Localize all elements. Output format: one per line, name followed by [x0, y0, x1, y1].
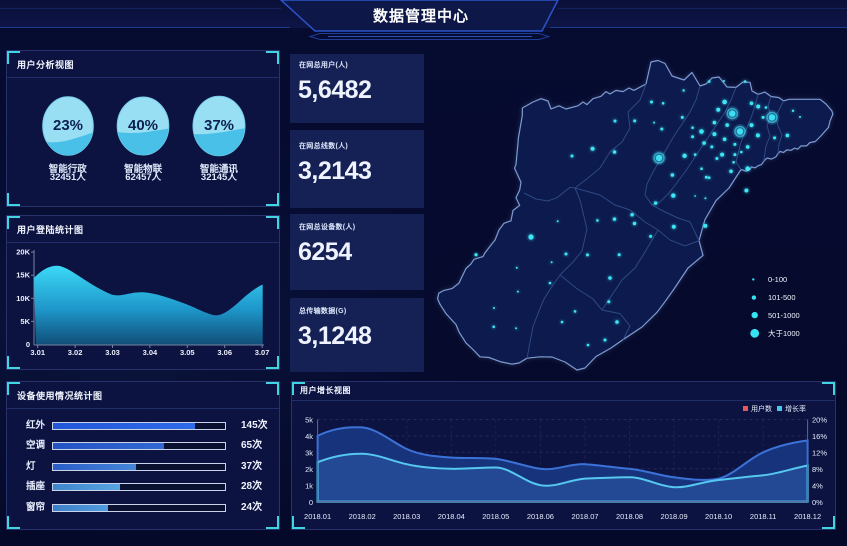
svg-text:37%: 37%: [204, 117, 234, 134]
svg-text:2018.05: 2018.05: [482, 512, 509, 521]
svg-text:4%: 4%: [812, 482, 823, 491]
svg-text:3.03: 3.03: [105, 348, 120, 357]
svg-text:2018.04: 2018.04: [438, 512, 465, 521]
svg-text:0%: 0%: [812, 498, 823, 507]
svg-text:2k: 2k: [305, 465, 313, 474]
svg-text:3.04: 3.04: [143, 348, 158, 357]
svg-text:2018.09: 2018.09: [661, 512, 688, 521]
svg-text:10K: 10K: [16, 294, 30, 303]
svg-text:2018.08: 2018.08: [616, 512, 643, 521]
svg-text:3.07: 3.07: [255, 348, 270, 357]
svg-text:2018.01: 2018.01: [304, 512, 331, 521]
svg-text:15K: 15K: [16, 271, 30, 280]
svg-text:5k: 5k: [305, 416, 313, 425]
svg-text:20K: 20K: [16, 248, 30, 257]
svg-text:8%: 8%: [812, 465, 823, 474]
svg-text:5K: 5K: [20, 317, 30, 326]
svg-text:1k: 1k: [305, 482, 313, 491]
svg-text:4k: 4k: [305, 432, 313, 441]
svg-text:40%: 40%: [128, 117, 158, 134]
svg-text:3k: 3k: [305, 449, 313, 458]
svg-text:3.06: 3.06: [217, 348, 232, 357]
svg-text:3.01: 3.01: [30, 348, 45, 357]
svg-text:2018.06: 2018.06: [527, 512, 554, 521]
svg-text:0-100: 0-100: [768, 275, 787, 284]
svg-text:2018.02: 2018.02: [349, 512, 376, 521]
svg-text:23%: 23%: [53, 117, 83, 134]
svg-text:2018.03: 2018.03: [393, 512, 420, 521]
svg-text:2018.07: 2018.07: [571, 512, 598, 521]
svg-text:3.02: 3.02: [68, 348, 83, 357]
svg-text:0: 0: [26, 340, 30, 349]
svg-text:20%: 20%: [812, 416, 827, 425]
svg-text:2018.12: 2018.12: [794, 512, 821, 521]
svg-text:2018.10: 2018.10: [705, 512, 732, 521]
svg-text:3.05: 3.05: [180, 348, 195, 357]
svg-text:0: 0: [309, 498, 313, 507]
svg-text:2018.11: 2018.11: [750, 512, 777, 521]
svg-text:大于1000: 大于1000: [768, 328, 800, 338]
svg-text:501-1000: 501-1000: [768, 311, 800, 320]
svg-text:16%: 16%: [812, 432, 827, 441]
svg-text:用户数: 用户数: [751, 404, 772, 413]
svg-text:12%: 12%: [812, 449, 827, 458]
svg-text:101-500: 101-500: [768, 293, 796, 302]
svg-text:增长率: 增长率: [785, 404, 806, 413]
